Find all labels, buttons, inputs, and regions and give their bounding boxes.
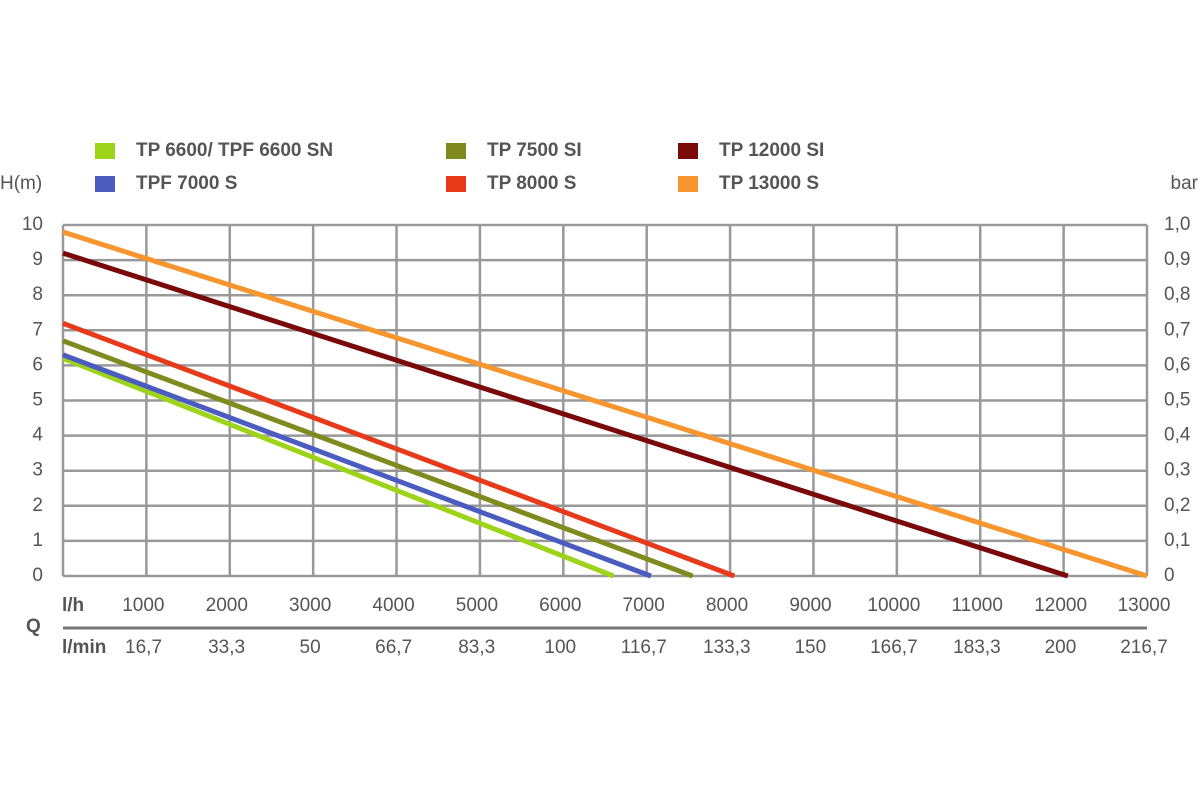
x2-tick-label: 200: [1045, 637, 1077, 658]
y-tick-label: 10: [22, 214, 43, 235]
x2-tick-label: 116,7: [621, 637, 667, 658]
y2-tick-label: 0,4: [1164, 425, 1191, 446]
x2-tick-label: 133,3: [703, 637, 751, 658]
series-line: [62, 352, 652, 579]
y-tick-label: 5: [32, 390, 43, 411]
x-axis-label: l/h: [62, 595, 84, 616]
y2-tick-label: 0,8: [1164, 284, 1190, 305]
x2-tick-label: 83,3: [458, 637, 495, 658]
y2-tick-label: 0,6: [1164, 354, 1190, 375]
y-tick-label: 0: [32, 565, 43, 586]
q-label: Q: [26, 616, 41, 637]
x-tick-label: 5000: [456, 595, 498, 616]
legend-text: TP 6600/ TPF 6600 SN: [136, 140, 333, 161]
y-axis-label: H(m): [0, 173, 42, 194]
x2-tick-label: 183,3: [953, 637, 1001, 658]
series-line: [62, 338, 694, 579]
x-tick-label: 13000: [1118, 595, 1171, 616]
y2-tick-label: 0,7: [1164, 319, 1190, 340]
y-tick-label: 3: [32, 460, 43, 481]
x-tick-label: 11000: [952, 595, 1003, 616]
legend-swatch: [678, 176, 698, 192]
x-tick-label: 3000: [289, 595, 331, 616]
y2-tick-label: 0,9: [1164, 249, 1190, 270]
x-tick-label: 6000: [539, 595, 581, 616]
x-tick-label: 7000: [623, 595, 665, 616]
x-tick-label: 10000: [867, 595, 920, 616]
x2-tick-label: 66,7: [375, 637, 412, 658]
y-tick-label: 6: [32, 354, 43, 375]
y-tick-label: 9: [32, 249, 43, 270]
legend-text: TP 13000 S: [719, 173, 819, 194]
legend-text: TP 7500 SI: [487, 140, 582, 161]
x-tick-label: 8000: [706, 595, 748, 616]
x2-tick-label: 216,7: [1120, 637, 1168, 658]
series-line: [62, 250, 1069, 579]
y-tick-label: 7: [32, 319, 43, 340]
y2-tick-label: 0,2: [1164, 495, 1190, 516]
y2-axis-label: bar: [1171, 173, 1199, 194]
x-tick-label: 1000: [122, 595, 164, 616]
x-tick-label: 4000: [372, 595, 414, 616]
y2-tick-label: 0,1: [1164, 530, 1190, 551]
legend-swatch: [95, 176, 115, 192]
y-tick-label: 4: [32, 425, 43, 446]
legend-text: TP 8000 S: [487, 173, 576, 194]
y2-tick-label: 0,5: [1164, 390, 1190, 411]
legend-swatch: [446, 176, 466, 192]
y-tick-label: 1: [32, 530, 43, 551]
x-tick-label: 9000: [789, 595, 831, 616]
x-tick-label: 12000: [1034, 595, 1087, 616]
y-tick-label: 2: [32, 495, 43, 516]
legend-swatch: [446, 143, 466, 159]
x2-tick-label: 16,7: [125, 637, 162, 658]
x2-tick-label: 166,7: [870, 637, 918, 658]
series-line: [62, 356, 615, 579]
legend-text: TP 12000 SI: [719, 140, 824, 161]
legend-text: TPF 7000 S: [136, 173, 237, 194]
legend-swatch: [678, 143, 698, 159]
x2-tick-label: 50: [300, 637, 321, 658]
x2-axis-label: l/min: [62, 637, 106, 658]
series-line: [62, 320, 736, 579]
y2-tick-label: 1,0: [1164, 214, 1190, 235]
y-tick-label: 8: [32, 284, 43, 305]
legend-swatch: [95, 143, 115, 159]
x-tick-label: 2000: [206, 595, 248, 616]
y2-tick-label: 0: [1164, 565, 1175, 586]
series-line: [62, 229, 1148, 579]
x2-tick-label: 150: [794, 637, 826, 658]
x2-tick-label: 100: [544, 637, 576, 658]
y2-tick-label: 0,3: [1164, 460, 1190, 481]
x2-tick-label: 33,3: [208, 637, 245, 658]
